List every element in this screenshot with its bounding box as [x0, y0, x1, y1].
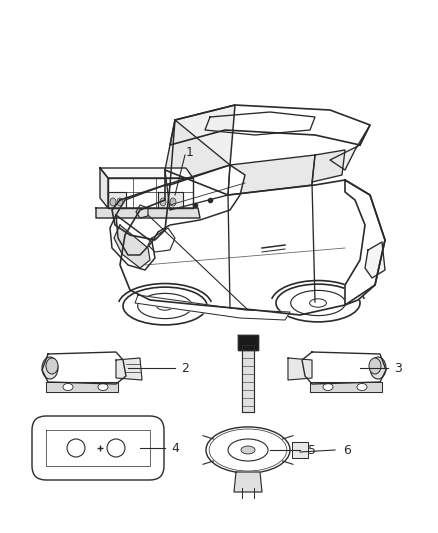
Ellipse shape [323, 384, 333, 391]
Polygon shape [302, 352, 386, 384]
Ellipse shape [67, 439, 85, 457]
Polygon shape [170, 105, 370, 145]
Polygon shape [242, 345, 254, 412]
Polygon shape [96, 208, 200, 218]
Ellipse shape [170, 198, 176, 206]
Polygon shape [135, 295, 290, 320]
Ellipse shape [46, 358, 58, 374]
Polygon shape [100, 168, 108, 208]
Ellipse shape [241, 446, 255, 454]
Polygon shape [136, 205, 148, 218]
Polygon shape [116, 165, 245, 255]
Text: 3: 3 [394, 361, 402, 375]
Ellipse shape [110, 198, 116, 206]
Ellipse shape [98, 384, 108, 391]
Ellipse shape [123, 287, 207, 325]
Polygon shape [116, 358, 142, 380]
Ellipse shape [369, 358, 381, 374]
Polygon shape [108, 178, 193, 208]
Polygon shape [365, 242, 385, 278]
Ellipse shape [370, 357, 386, 379]
Polygon shape [312, 150, 345, 182]
Ellipse shape [63, 384, 73, 391]
Polygon shape [46, 382, 118, 392]
Ellipse shape [310, 299, 326, 307]
Polygon shape [112, 185, 170, 240]
Ellipse shape [357, 384, 367, 391]
Ellipse shape [291, 290, 345, 316]
Ellipse shape [276, 284, 360, 322]
Ellipse shape [228, 439, 268, 461]
Text: 5: 5 [308, 443, 316, 456]
Ellipse shape [107, 439, 125, 457]
Polygon shape [108, 192, 126, 208]
Polygon shape [345, 180, 385, 305]
Polygon shape [238, 335, 258, 350]
FancyBboxPatch shape [32, 416, 164, 480]
Polygon shape [114, 225, 150, 268]
Polygon shape [42, 352, 126, 384]
Text: 6: 6 [343, 443, 351, 456]
Ellipse shape [206, 427, 290, 473]
Polygon shape [110, 215, 155, 270]
Ellipse shape [157, 302, 173, 310]
Polygon shape [292, 442, 308, 458]
Text: 2: 2 [181, 361, 189, 375]
Polygon shape [228, 155, 315, 195]
Polygon shape [330, 125, 370, 170]
Polygon shape [205, 112, 315, 135]
Polygon shape [310, 382, 382, 392]
Polygon shape [100, 168, 193, 178]
Polygon shape [158, 192, 183, 208]
Text: 1: 1 [186, 146, 194, 158]
Text: 4: 4 [171, 441, 179, 455]
Polygon shape [165, 120, 230, 210]
Ellipse shape [117, 198, 123, 206]
Polygon shape [120, 170, 385, 315]
Polygon shape [170, 105, 235, 185]
Ellipse shape [160, 198, 166, 206]
Ellipse shape [138, 293, 192, 319]
Polygon shape [288, 358, 312, 380]
Ellipse shape [42, 357, 58, 379]
Polygon shape [148, 228, 175, 252]
Polygon shape [234, 472, 262, 492]
